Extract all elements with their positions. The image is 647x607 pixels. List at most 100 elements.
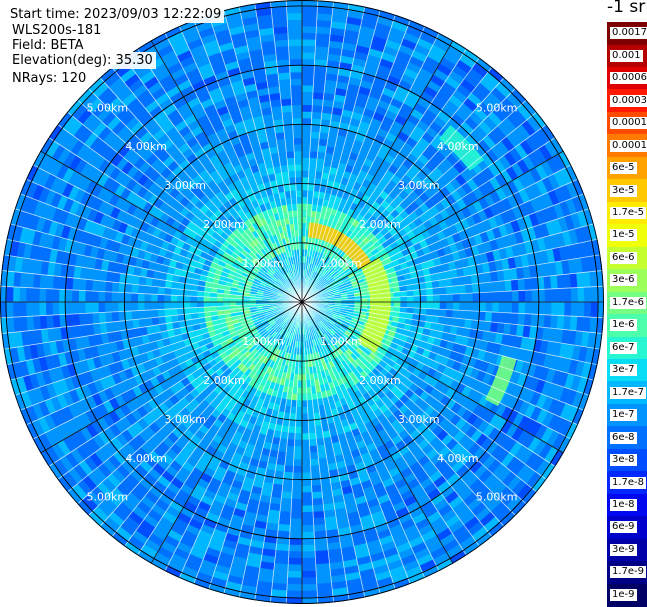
range-cell bbox=[382, 138, 394, 149]
range-cell bbox=[293, 144, 302, 152]
range-cell bbox=[454, 221, 464, 233]
range-cell bbox=[389, 565, 406, 577]
range-cell bbox=[376, 149, 388, 160]
range-cell bbox=[351, 280, 359, 286]
range-cell bbox=[498, 434, 512, 449]
range-cell bbox=[418, 411, 429, 423]
range-cell bbox=[284, 138, 294, 146]
range-cell bbox=[258, 501, 271, 510]
range-cell bbox=[465, 302, 473, 311]
range-cell bbox=[330, 187, 339, 196]
range-cell bbox=[417, 137, 431, 149]
range-cell bbox=[302, 590, 318, 598]
range-cell bbox=[325, 274, 332, 281]
range-cell bbox=[356, 92, 369, 103]
range-cell bbox=[405, 312, 413, 320]
range-cell bbox=[317, 275, 323, 282]
range-cell bbox=[373, 155, 385, 166]
range-cell bbox=[445, 205, 456, 217]
range-cell bbox=[333, 274, 341, 281]
range-cell bbox=[399, 285, 407, 292]
range-cell bbox=[315, 171, 323, 179]
range-cell bbox=[495, 82, 511, 98]
range-cell bbox=[330, 261, 338, 268]
range-cell bbox=[464, 134, 478, 149]
range-cell bbox=[347, 379, 356, 388]
range-cell bbox=[436, 323, 445, 333]
range-cell bbox=[484, 282, 493, 293]
range-cell bbox=[355, 213, 364, 223]
range-cell bbox=[291, 399, 297, 407]
range-cell bbox=[428, 183, 440, 195]
range-cell bbox=[329, 318, 337, 324]
range-cell bbox=[319, 470, 330, 479]
range-cell bbox=[561, 329, 570, 345]
range-cell bbox=[430, 44, 447, 58]
range-cell bbox=[423, 219, 433, 230]
range-cell bbox=[465, 284, 473, 294]
range-cell bbox=[452, 525, 468, 539]
range-cell bbox=[320, 178, 328, 187]
range-cell bbox=[419, 288, 427, 296]
range-cell bbox=[317, 312, 325, 318]
range-cell bbox=[421, 132, 435, 144]
range-cell bbox=[331, 366, 338, 374]
range-cell bbox=[316, 20, 332, 28]
range-cell bbox=[354, 302, 362, 306]
range-cell bbox=[339, 327, 347, 333]
range-cell bbox=[290, 511, 302, 519]
range-cell bbox=[345, 313, 353, 319]
range-cell bbox=[170, 308, 178, 316]
range-cell bbox=[425, 160, 437, 173]
colorbar-tick-label: 6e-9 bbox=[610, 521, 637, 534]
range-cell bbox=[569, 273, 578, 288]
range-cell bbox=[275, 52, 290, 61]
range-cell bbox=[33, 315, 41, 331]
range-cell bbox=[183, 307, 191, 315]
range-cell bbox=[329, 328, 337, 335]
range-cell bbox=[347, 584, 364, 594]
range-cell bbox=[315, 331, 320, 338]
range-cell bbox=[295, 420, 302, 427]
range-cell bbox=[311, 478, 322, 486]
range-cell bbox=[524, 403, 536, 419]
range-cell bbox=[320, 342, 326, 350]
range-cell bbox=[387, 489, 401, 500]
range-cell bbox=[571, 407, 584, 425]
range-cell bbox=[293, 465, 302, 473]
range-cell bbox=[315, 39, 330, 48]
range-cell bbox=[442, 467, 456, 481]
range-cell bbox=[288, 551, 302, 559]
range-cell bbox=[553, 170, 566, 188]
range-cell bbox=[314, 59, 328, 67]
range-cell bbox=[312, 264, 317, 272]
range-cell bbox=[471, 174, 484, 188]
range-cell bbox=[493, 159, 506, 174]
range-cell bbox=[138, 310, 146, 320]
range-cell bbox=[523, 418, 536, 434]
range-cell bbox=[490, 87, 507, 103]
range-cell bbox=[296, 406, 302, 414]
range-cell bbox=[346, 130, 357, 140]
range-cell bbox=[327, 462, 338, 471]
range-cell bbox=[79, 313, 87, 326]
range-cell bbox=[379, 534, 394, 546]
range-cell bbox=[293, 459, 302, 467]
range-cell bbox=[441, 332, 450, 342]
range-cell bbox=[334, 175, 343, 184]
range-cell bbox=[337, 433, 347, 442]
range-cell bbox=[416, 422, 428, 434]
range-cell bbox=[302, 137, 311, 145]
range-cell bbox=[511, 426, 524, 442]
range-cell bbox=[363, 220, 373, 229]
range-cell bbox=[434, 380, 445, 392]
range-cell bbox=[407, 180, 419, 191]
range-cell bbox=[343, 280, 352, 286]
range-cell bbox=[354, 272, 362, 278]
range-cell bbox=[310, 465, 320, 473]
range-cell bbox=[452, 293, 460, 302]
range-cell bbox=[412, 283, 420, 291]
range-cell bbox=[347, 216, 356, 225]
range-cell bbox=[329, 337, 336, 345]
range-cell bbox=[397, 131, 410, 143]
